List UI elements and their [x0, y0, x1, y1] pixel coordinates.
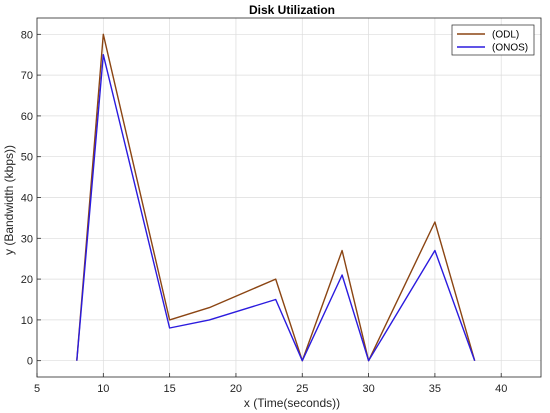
y-tick-label: 80	[21, 29, 33, 41]
legend-box	[451, 24, 535, 56]
y-tick-label: 60	[21, 111, 33, 123]
y-axis: 0 10 20 30 40 50 60 70 80	[21, 29, 41, 368]
series-line-onos	[76, 54, 476, 362]
y-tick-label: 70	[21, 70, 33, 82]
x-tick-label: 15	[164, 383, 176, 395]
y-tick-label: 20	[21, 274, 33, 286]
y-tick-label: 40	[21, 193, 33, 205]
chart-title: Disk Utilization	[249, 3, 335, 17]
legend-label: (ODL)	[492, 30, 519, 41]
x-axis-label: x (Time(seconds))	[244, 396, 340, 410]
x-axis: 5 10 15 20 25 30 35 40	[34, 373, 507, 395]
x-tick-label: 10	[97, 383, 109, 395]
x-tick-label: 25	[296, 383, 308, 395]
y-tick-label: 30	[21, 233, 33, 245]
y-tick-label: 50	[21, 152, 33, 164]
x-tick-label: 20	[230, 383, 242, 395]
x-tick-label: 30	[362, 383, 374, 395]
legend-label: (ONOS)	[492, 43, 528, 54]
y-tick-label: 10	[21, 315, 33, 327]
series-line-odl	[76, 33, 476, 362]
y-tick-label: 0	[27, 356, 33, 368]
series-lines	[76, 33, 476, 362]
x-tick-label: 5	[34, 383, 40, 395]
legend: (ODL) (ONOS)	[451, 24, 535, 56]
x-tick-label: 40	[495, 383, 507, 395]
y-axis-label: y (Bandwidth (kbps))	[2, 145, 16, 255]
grid	[36, 18, 541, 377]
x-tick-label: 35	[429, 383, 441, 395]
